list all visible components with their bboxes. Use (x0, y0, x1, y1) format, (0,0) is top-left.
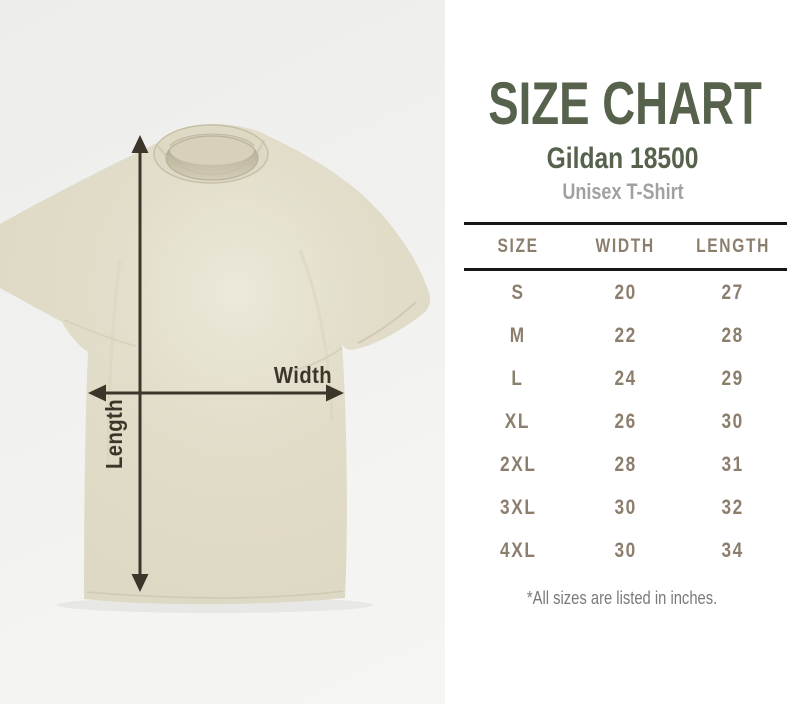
col-header-width: WIDTH (595, 235, 656, 257)
brand-subtitle-text: Gildan 18500 (546, 142, 699, 175)
length-cell: 31 (721, 452, 745, 476)
width-arrow (88, 384, 344, 402)
header-row: SIZE WIDTH LENGTH (464, 223, 787, 270)
col-header-size: SIZE (497, 235, 539, 257)
table-row: M 22 28 (464, 314, 787, 357)
size-cell: 4XL (499, 538, 537, 562)
size-table-header: SIZE WIDTH LENGTH (464, 223, 787, 270)
table-row: 2XL 28 31 (464, 443, 787, 486)
length-cell: 29 (721, 366, 745, 390)
measurement-arrows (88, 135, 344, 592)
product-subtitle-text: Unisex T-Shirt (561, 179, 684, 204)
length-arrow (131, 135, 149, 592)
product-subtitle: Unisex T-Shirt (445, 180, 800, 204)
length-cell: 27 (721, 280, 745, 304)
tshirt-photo-panel: Width Length (0, 0, 445, 704)
page-title-text: SIZE CHART (488, 70, 762, 137)
length-cell: 34 (721, 538, 745, 562)
size-cell: XL (505, 409, 531, 433)
length-cell: 30 (721, 409, 745, 433)
table-row: XL 26 30 (464, 400, 787, 443)
size-cell: L (511, 366, 524, 390)
width-cell: 26 (614, 409, 637, 433)
length-cell: 28 (721, 323, 745, 347)
units-footnote-text: *All sizes are listed in inches. (527, 588, 718, 608)
size-table-body: S 20 27 M 22 28 L 24 29 XL (464, 270, 787, 573)
table-row: 3XL 30 32 (464, 486, 787, 529)
length-cell: 32 (721, 495, 745, 519)
width-label: Width (274, 362, 332, 389)
table-row: 4XL 30 34 (464, 529, 787, 572)
length-label: Length (101, 399, 128, 469)
col-header-length: LENGTH (696, 235, 771, 257)
page-title: SIZE CHART (445, 72, 800, 136)
tshirt-collar (153, 124, 269, 184)
width-cell: 30 (614, 538, 637, 562)
width-cell: 30 (614, 495, 637, 519)
tshirt-diagram: Width Length (0, 124, 431, 613)
size-cell: 2XL (499, 452, 537, 476)
width-cell: 28 (614, 452, 637, 476)
width-cell: 22 (614, 323, 637, 347)
brand-subtitle: Gildan 18500 (445, 143, 800, 175)
width-cell: 24 (614, 366, 637, 390)
size-cell: S (511, 280, 525, 304)
size-table-wrap: SIZE WIDTH LENGTH S 20 27 M 22 28 (464, 222, 787, 572)
size-cell: 3XL (499, 495, 537, 519)
table-row: S 20 27 (464, 270, 787, 315)
tshirt-shape (0, 124, 431, 605)
units-footnote: *All sizes are listed in inches. (445, 588, 800, 609)
width-cell: 20 (614, 280, 637, 304)
size-table: SIZE WIDTH LENGTH S 20 27 M 22 28 (464, 222, 787, 572)
table-row: L 24 29 (464, 357, 787, 400)
size-chart-panel: SIZE CHART Gildan 18500 Unisex T-Shirt S… (445, 0, 800, 704)
size-cell: M (509, 323, 526, 347)
